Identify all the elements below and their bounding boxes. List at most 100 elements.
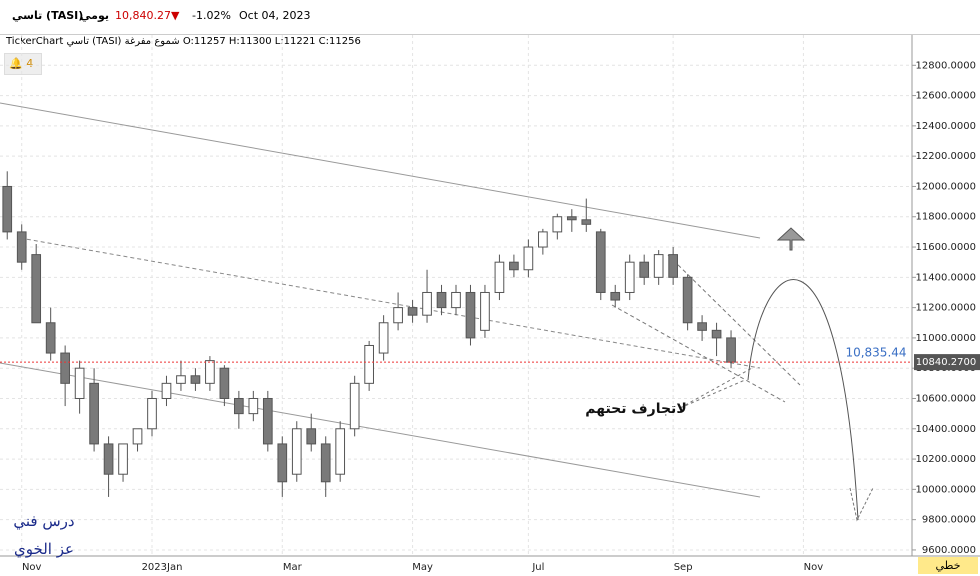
candle-body [349, 382, 360, 430]
y-tick-label: 11200.0000 [916, 303, 976, 314]
up-arrow [776, 227, 806, 251]
y-tick-label: 11600.0000 [916, 242, 976, 253]
y-tick-label: 12800.0000 [916, 60, 976, 71]
y-tick-label: 11400.0000 [916, 272, 976, 283]
pointer-2 [679, 367, 753, 409]
arrow-head [849, 487, 874, 522]
y-tick-label: 12000.0000 [916, 181, 976, 192]
candle-body [161, 382, 172, 399]
candle-body [176, 375, 186, 384]
candle-body [538, 231, 548, 248]
candle-body [89, 382, 99, 445]
candle-body [682, 276, 693, 324]
candle-body [147, 397, 157, 430]
candle-body [509, 261, 519, 271]
candle-body [726, 337, 736, 363]
candle-body [248, 397, 259, 415]
candle-body [523, 246, 534, 271]
candle-body [335, 428, 346, 475]
drawings [0, 102, 874, 522]
candle-body [697, 322, 707, 331]
y-tick-label: 10400.0000 [916, 424, 976, 435]
candle-body [552, 216, 563, 233]
price: 10,840.27 [115, 9, 171, 22]
x-tick-label: Mar [283, 562, 303, 573]
symbol[interactable]: تاسي (TASI) [12, 9, 84, 22]
candle-body [60, 352, 70, 384]
candle-body [393, 307, 403, 324]
wedge-bottom [611, 304, 786, 403]
annotation: عز الخوي [14, 540, 74, 558]
candle-body [610, 291, 621, 301]
x-tick-label: Jul [531, 562, 544, 573]
target-label: 10,835.44 [845, 345, 906, 359]
candle-body [465, 291, 476, 339]
candle-body [494, 261, 505, 293]
candle-body [45, 322, 56, 354]
candle-body [74, 367, 85, 399]
candle-body [31, 254, 42, 324]
period[interactable]: يومي [80, 9, 109, 22]
candle-body [262, 397, 273, 445]
date: Oct 04, 2023 [239, 9, 311, 22]
change-arrow: ▼ [171, 9, 180, 22]
trendline-mid [19, 237, 761, 369]
y-tick-label: 10000.0000 [916, 484, 976, 495]
y-tick-label: 12600.0000 [916, 91, 976, 102]
mode-button[interactable]: خطي [918, 557, 978, 574]
candle-body [451, 291, 461, 309]
candle-body [581, 219, 592, 225]
candle-body [378, 322, 389, 354]
annotation: درس فني [13, 512, 74, 530]
divider [0, 34, 980, 35]
candle-body [205, 360, 215, 384]
candle-body [668, 254, 678, 278]
x-tick-label: Nov [804, 562, 824, 573]
candle-body [291, 428, 302, 475]
candle-body [422, 291, 432, 316]
candle-body [653, 254, 664, 278]
y-tick-label: 9600.0000 [922, 545, 976, 556]
candle-body [639, 261, 650, 278]
candle-body [103, 443, 114, 475]
candle-body [306, 428, 317, 445]
candle-body [436, 291, 447, 309]
candle-body [364, 344, 374, 384]
candle-body [234, 397, 244, 415]
candle-body [2, 185, 13, 233]
annotation: لاتجارف تحتهم [585, 401, 687, 417]
candle-body [624, 261, 635, 293]
y-tick-label: 11000.0000 [916, 333, 976, 344]
source: TickerChart تاسي (TASI) [6, 36, 122, 47]
last-price-label: 10840.2700 [916, 357, 976, 368]
mode: خطي [935, 559, 961, 572]
candle-body [219, 367, 230, 399]
candle-body [16, 231, 27, 263]
x-tick-label: May [412, 562, 433, 573]
candle-body [320, 443, 331, 483]
x-tick-label: 2023Jan [142, 562, 183, 573]
y-tick-label: 9800.0000 [922, 515, 976, 526]
ohlc: O:11257 H:11300 L:11221 C:11256 [182, 36, 361, 47]
y-tick-label: 10600.0000 [916, 393, 976, 404]
candle-body [132, 428, 143, 445]
pointer-1 [679, 379, 746, 409]
candle-body [190, 375, 201, 384]
header: تاسي (TASI) يومي 10,840.27 ▼ -1.02% Oct … [0, 0, 980, 34]
change: -1.02% [192, 9, 231, 22]
y-tick-label: 12400.0000 [916, 121, 976, 132]
alerts[interactable]: 🔔 4 [4, 53, 42, 75]
candle-body [595, 231, 606, 293]
candle-body [277, 443, 288, 483]
alert-count: 4 [26, 57, 34, 70]
forecast-arc [747, 279, 859, 521]
y-tick-label: 12200.0000 [916, 151, 976, 162]
trendline-upper [0, 102, 761, 239]
trendline-lower [0, 362, 761, 498]
y-tick-label: 11800.0000 [916, 212, 976, 223]
candle-body [118, 443, 128, 475]
candle-body [407, 307, 418, 316]
bell: 🔔 [9, 57, 23, 70]
